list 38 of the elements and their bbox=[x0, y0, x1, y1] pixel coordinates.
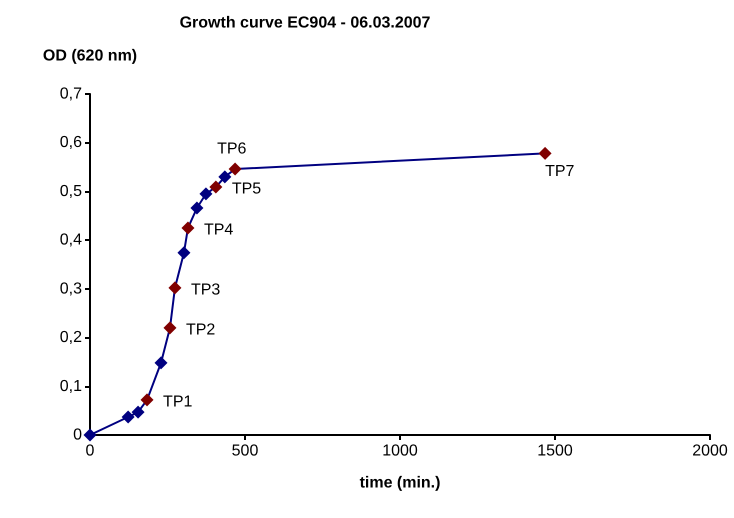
annotation: TP6 bbox=[217, 140, 247, 158]
y-tick-label: 0 bbox=[73, 426, 82, 444]
point bbox=[140, 393, 154, 406]
y-tick-label: 0,5 bbox=[60, 182, 82, 200]
annotation: TP5 bbox=[232, 180, 262, 198]
x-tick-label: 2000 bbox=[692, 442, 728, 460]
annotation: TP2 bbox=[186, 321, 216, 338]
annotation: TP3 bbox=[190, 281, 220, 298]
x-tick-label: 1000 bbox=[382, 442, 418, 460]
x-axis-title: time (min.) bbox=[360, 474, 440, 492]
point bbox=[538, 146, 552, 160]
point bbox=[132, 406, 145, 419]
point bbox=[163, 321, 176, 334]
annotation: TP7 bbox=[545, 162, 575, 180]
point bbox=[181, 221, 194, 234]
y-tick-label: 0,2 bbox=[60, 329, 82, 346]
point bbox=[228, 162, 242, 176]
x-tick-label: 0 bbox=[86, 442, 95, 460]
chart-title: Growth curve EC904 - 06.03.2007 bbox=[180, 14, 430, 32]
y-tick-label: 0,4 bbox=[60, 232, 82, 249]
point bbox=[168, 281, 182, 294]
point bbox=[190, 201, 204, 214]
x-tick-label: 1500 bbox=[537, 442, 573, 460]
y-axis-title: OD (620 nm) bbox=[42, 48, 138, 64]
point bbox=[177, 246, 190, 260]
point bbox=[218, 170, 232, 184]
point bbox=[154, 356, 168, 370]
y-tick-label: 0,1 bbox=[60, 378, 82, 395]
annotation: TP1 bbox=[163, 393, 192, 410]
x-tick-label: 500 bbox=[232, 442, 258, 460]
y-tick-label: 0,7 bbox=[60, 86, 82, 102]
y-tick-label: 0,3 bbox=[60, 280, 82, 298]
point bbox=[199, 187, 212, 200]
annotation: TP4 bbox=[204, 221, 234, 238]
point bbox=[84, 428, 96, 442]
point bbox=[122, 410, 135, 424]
point bbox=[209, 180, 222, 194]
y-tick-label: 0,6 bbox=[60, 134, 82, 152]
